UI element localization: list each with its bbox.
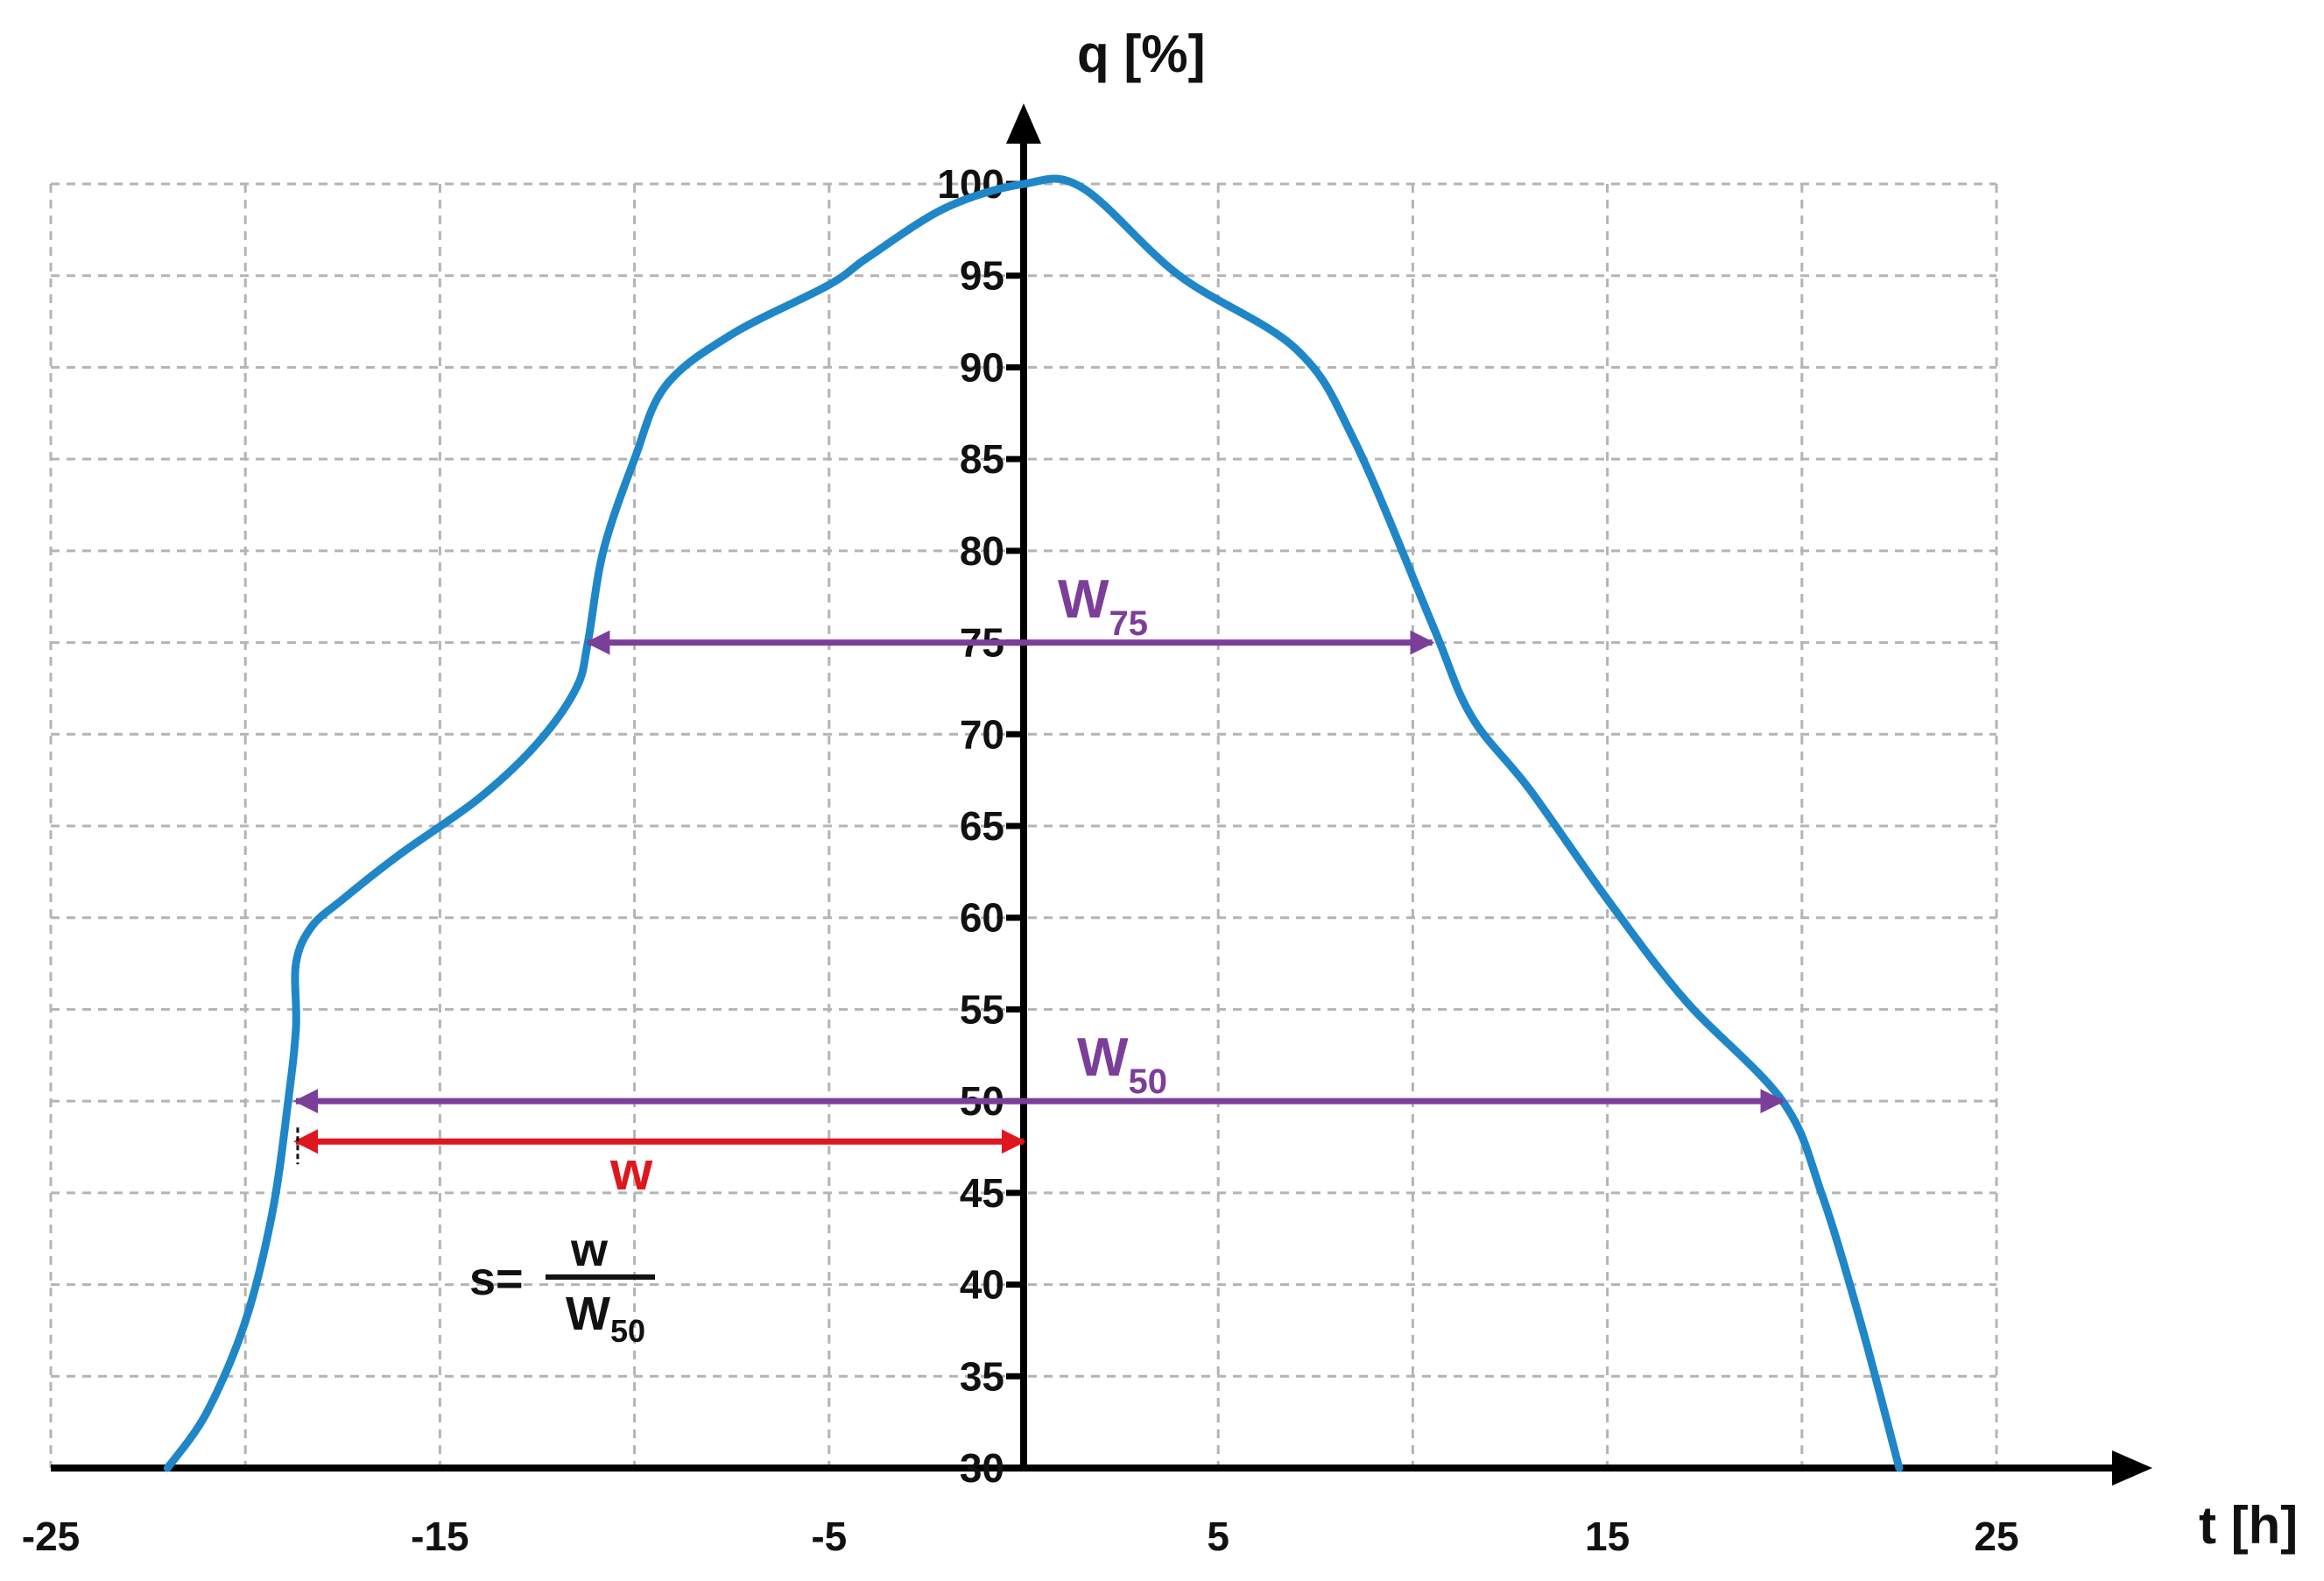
q-curve: [163, 174, 1904, 1472]
x-tick-label: 25: [1974, 1514, 2018, 1559]
y-tick-label: 90: [960, 344, 1004, 390]
formula-numerator: w: [570, 1224, 609, 1276]
y-tick-label: 60: [960, 895, 1004, 941]
y-axis-arrowhead: [1006, 103, 1041, 144]
y-tick-label: 80: [960, 528, 1004, 574]
y-tick-label: 65: [960, 803, 1004, 849]
formula-denominator: W50: [566, 1288, 645, 1349]
w-label: w: [609, 1141, 653, 1202]
x-tick-label: -5: [811, 1514, 847, 1559]
formula-lhs: s=: [469, 1253, 524, 1305]
y-tick-label: 30: [960, 1445, 1004, 1491]
y-tick-label: 35: [960, 1353, 1004, 1399]
y-tick-label: 45: [960, 1170, 1004, 1216]
y-tick-label: 95: [960, 253, 1004, 299]
y-tick-label: 85: [960, 436, 1004, 482]
x-tick-label: -25: [22, 1514, 80, 1559]
w50-label: W50: [1077, 1027, 1167, 1101]
annotations: [293, 630, 1785, 1165]
formula: s= w W50: [469, 1224, 655, 1349]
x-axis-title: t [h]: [2199, 1496, 2298, 1555]
x-tick-label: 15: [1585, 1514, 1630, 1559]
x-tick-label: 5: [1207, 1514, 1229, 1559]
x-tick-label: -15: [411, 1514, 468, 1559]
y-tick-label: 40: [960, 1262, 1004, 1308]
y-tick-label: 55: [960, 986, 1004, 1032]
w75-label: W75: [1058, 569, 1148, 643]
curve-layer: [163, 174, 1904, 1472]
y-axis-title: q [%]: [1077, 25, 1206, 83]
y-tick-label: 70: [960, 711, 1004, 757]
x-axis-arrowhead: [2112, 1450, 2152, 1486]
